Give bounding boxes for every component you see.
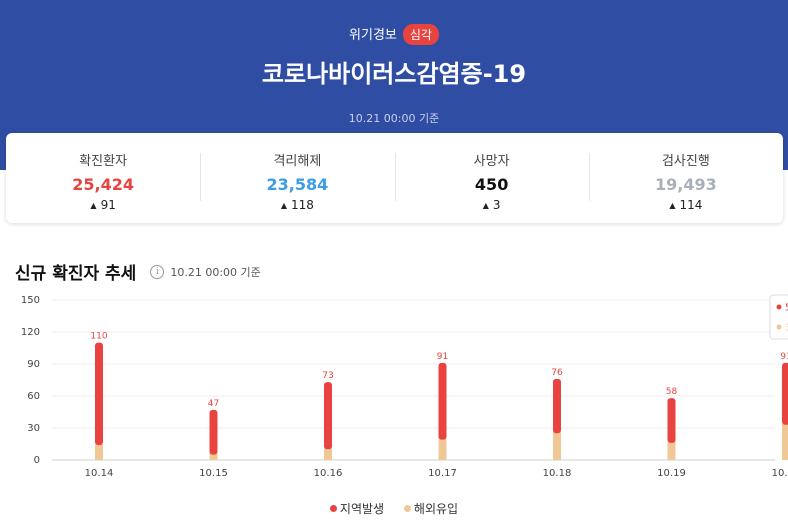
y-tick-label: 90 [27, 359, 40, 370]
chart-title: 신규 확진자 추세 [15, 264, 137, 284]
bar-overseas [209, 453, 218, 460]
stat-delta-value: 3 [492, 198, 501, 212]
x-tick-label: 10.15 [199, 468, 228, 479]
data-label: 47 [208, 399, 219, 409]
stat-value: 25,424 [72, 175, 134, 194]
tooltip-overseas-dot [776, 324, 782, 330]
bar-overseas [95, 444, 103, 460]
legend-label-local: 지역발생 [339, 502, 385, 516]
stat-label: 사망자 [473, 154, 510, 169]
bar-overseas [438, 438, 447, 460]
y-tick-label: 0 [34, 455, 40, 466]
stat-delta-value: 114 [679, 198, 703, 212]
stat-confirmed: 확진환자 25,424 ▲ 91 [6, 133, 200, 223]
stat-delta: ▲ 91 [6, 198, 200, 212]
y-tick-label: 30 [27, 423, 40, 434]
x-tick-label: 10.18 [543, 468, 572, 479]
y-tick-label: 150 [21, 295, 40, 306]
bar-overseas [782, 423, 788, 460]
stat-value: 450 [474, 175, 509, 194]
bar-local [782, 362, 788, 425]
bar-local [95, 342, 103, 445]
stat-delta: ▲ 118 [200, 198, 394, 212]
legend-label-overseas: 해외유입 [413, 502, 459, 516]
stat-label: 격리해제 [273, 154, 322, 169]
stat-testing: 검사진행 19,493 ▲ 114 [588, 133, 783, 223]
tooltip-box [769, 294, 788, 340]
stat-delta: ▲ 114 [589, 198, 783, 212]
stats-summary-card: 확진환자 25,424 ▲ 91 격리해제 23,584 ▲ 118 사망자 450… [6, 133, 783, 223]
x-tick-label: 10.19 [657, 468, 686, 479]
stat-label: 확진환자 [79, 154, 128, 169]
stat-delta-value: 91 [100, 198, 116, 212]
legend-dot-overseas [403, 505, 411, 512]
legend-dot-local [329, 505, 337, 512]
stat-delta-value: 118 [291, 198, 314, 212]
stat-released: 격리해제 23,584 ▲ 118 [200, 133, 394, 223]
x-tick-label: 10.20 [772, 468, 788, 479]
bar-local [553, 378, 561, 434]
data-label: 76 [551, 368, 563, 378]
x-tick-label: 10.14 [85, 468, 114, 479]
bar-overseas [553, 432, 561, 460]
chart-legend: 지역발생 해외유입 [0, 500, 788, 517]
up-triangle-icon: ▲ [90, 201, 97, 210]
stat-value: 23,584 [266, 175, 329, 194]
tooltip-overseas-value: 34 [785, 323, 788, 334]
header-base-date: 10.21 00:00 기준 [348, 112, 440, 125]
legend-item-overseas[interactable]: 해외유입 [403, 500, 459, 517]
legend-item-local[interactable]: 지역발생 [329, 500, 385, 517]
alert-level-badge: 심각 [402, 24, 439, 45]
stat-value: 19,493 [655, 175, 717, 194]
bar-overseas [324, 448, 332, 460]
up-triangle-icon: ▲ [482, 201, 489, 210]
bar-overseas [667, 441, 676, 460]
page-title: 코로나바이러스감염증-19 [261, 60, 527, 88]
y-tick-label: 60 [27, 391, 40, 402]
alert-label: 위기경보 [349, 28, 397, 43]
chart-tooltip: 57 34 [769, 294, 788, 340]
bar-local [438, 362, 447, 440]
chart-base-date: 10.21 00:00 기준 [170, 265, 261, 279]
up-triangle-icon: ▲ [669, 201, 676, 210]
tooltip-local-dot [776, 304, 782, 310]
alert-level-row: 위기경보 심각 [0, 24, 788, 45]
stat-deaths: 사망자 450 ▲ 3 [394, 133, 589, 223]
stat-delta: ▲ 3 [395, 198, 589, 212]
y-tick-label: 120 [21, 327, 40, 338]
info-icon[interactable]: i [150, 264, 165, 279]
new-cases-chart: 0 30 60 90 120 150 110 10.14 47 10.15 73 10.16 91 10.… [21, 294, 788, 479]
tooltip-local-value: 57 [785, 303, 788, 314]
data-label: 91 [780, 352, 788, 362]
up-triangle-icon: ▲ [280, 201, 287, 210]
stat-label: 검사진행 [661, 154, 710, 169]
x-tick-label: 10.16 [314, 468, 343, 479]
data-label: 73 [322, 371, 333, 381]
chart-header: 신규 확진자 추세 i 10.21 00:00 기준 [15, 259, 261, 284]
x-tick-label: 10.17 [428, 468, 457, 479]
bar-local [209, 409, 218, 455]
data-label: 91 [437, 352, 448, 362]
bar-local [324, 382, 332, 450]
data-label: 58 [666, 387, 678, 397]
data-label: 110 [90, 332, 107, 342]
bar-local [667, 398, 676, 443]
